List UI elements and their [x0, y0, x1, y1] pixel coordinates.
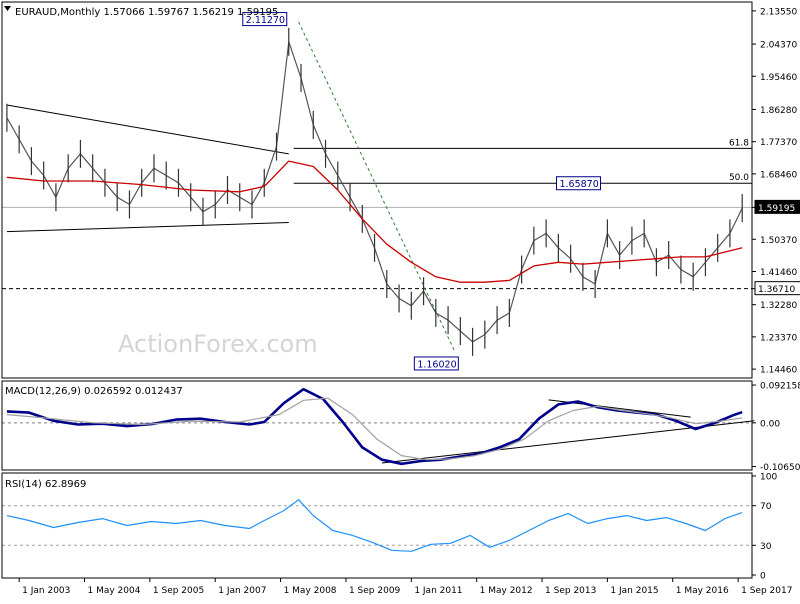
x-tick-label: 1 May 2004 — [88, 586, 141, 596]
y-tick-label-price: 1.50370 — [760, 236, 797, 246]
y-tick-label-price: 2.13550 — [760, 7, 797, 17]
y-tick-label-price: 1.86280 — [760, 106, 797, 116]
x-tick-label: 1 May 2016 — [676, 586, 729, 596]
trendline — [6, 222, 289, 233]
y-tick-label-price: 1.95460 — [760, 73, 797, 83]
price-annotation-label: 1.16020 — [417, 359, 456, 370]
trendline — [298, 21, 456, 353]
y-tick-label-price: 1.32280 — [760, 301, 797, 311]
series-line-price-sma — [6, 160, 743, 283]
grid-layer — [2, 21, 755, 546]
rsi-panel-title: RSI(14) 62.8969 — [5, 479, 86, 490]
x-tick-label: 1 Jan 2007 — [218, 586, 266, 596]
x-tick-label: 1 Sep 2005 — [153, 586, 204, 596]
y-tick-label-macd: 0.092158 — [760, 382, 800, 392]
x-tick-label: 1 May 2008 — [284, 586, 337, 596]
price-highlight-box — [754, 199, 800, 214]
x-tick-label: 1 Jan 2003 — [22, 586, 70, 596]
panel-frame-macd — [1, 380, 753, 471]
macd-panel-title: MACD(12,26,9) 0.026592 0.012437 — [5, 386, 183, 397]
price-panel-title: EURAUD,Monthly 1.57066 1.59767 1.56219 1… — [15, 7, 278, 18]
price-annotation-box — [413, 356, 459, 371]
price-annotation-box — [242, 12, 288, 27]
price-highlight-box — [754, 281, 800, 296]
x-tick-label: 1 Jan 2011 — [414, 586, 462, 596]
price-annotation-label: 1.65870 — [559, 179, 598, 190]
fib-level-label: 61.8 — [729, 138, 749, 148]
labels-layer: 61.8 50.0 2.11270 1.65870 1.16020 — [242, 12, 749, 371]
price-highlight-label: 1.59195 — [758, 204, 795, 214]
y-tick-label-price: 1.14460 — [760, 366, 797, 376]
panel-menu-triangle-icon[interactable] — [4, 6, 11, 11]
price-annotation-box — [555, 176, 601, 191]
x-tick-label: 1 Sep 2009 — [349, 586, 401, 596]
price-highlight-label: 1.36710 — [758, 285, 795, 295]
y-tick-label-macd: -0.106503 — [760, 463, 800, 473]
fib-level-label: 50.0 — [729, 173, 749, 183]
y-tick-label-price: 1.68460 — [760, 170, 797, 180]
y-tick-label-price: 1.41460 — [760, 268, 797, 278]
x-tick-label: 1 Sep 2013 — [545, 586, 596, 596]
y-tick-label-rsi: 0 — [760, 572, 766, 582]
y-tick-label-price: 1.77370 — [760, 138, 797, 148]
x-tick-label: 1 Sep 2017 — [741, 586, 792, 596]
series-line-macd-Signal — [6, 397, 743, 461]
price-annotation-label: 2.11270 — [246, 15, 285, 26]
watermark-text: ActionForex.com — [118, 330, 318, 358]
y-tick-label-rsi: 30 — [760, 542, 772, 552]
x-tick-label: 1 Jan 2015 — [610, 586, 658, 596]
panel-frame-price — [1, 1, 753, 379]
panel-frame-rsi — [1, 472, 753, 579]
series-layer — [6, 27, 743, 552]
y-tick-label-macd: 0.00 — [760, 419, 780, 429]
y-tick-label-rsi: 70 — [760, 502, 772, 512]
series-line-rsi-RSI — [6, 499, 743, 552]
y-tick-label-price: 2.04370 — [760, 41, 797, 51]
trendline — [6, 104, 289, 155]
x-tick-label: 1 May 2012 — [480, 586, 533, 596]
y-tick-label-price: 1.23370 — [760, 333, 797, 343]
y-tick-label-rsi: 100 — [760, 472, 777, 482]
